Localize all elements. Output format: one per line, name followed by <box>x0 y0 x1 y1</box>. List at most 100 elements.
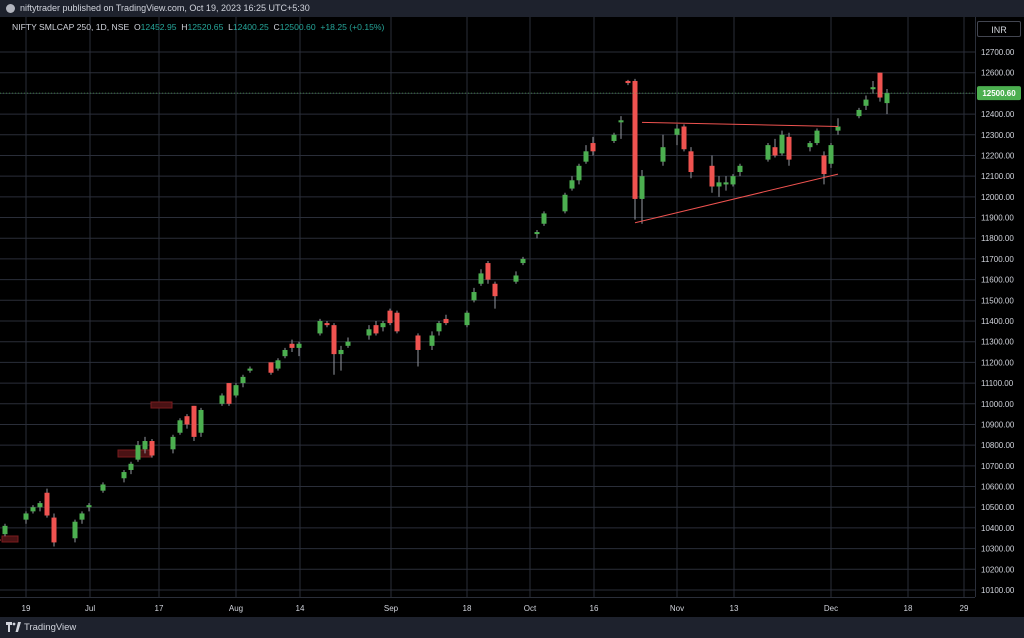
candle-body <box>44 492 50 516</box>
y-tick-label: 11800.00 <box>981 234 1014 243</box>
x-tick-label: 16 <box>590 604 599 613</box>
candle-body <box>569 180 575 189</box>
x-tick-label: 14 <box>296 604 305 613</box>
tradingview-logo-icon <box>6 622 21 632</box>
candle <box>618 116 624 139</box>
candle <box>135 441 141 462</box>
publish-bar: niftytrader published on TradingView.com… <box>0 0 1024 17</box>
candle <box>324 321 330 328</box>
candle <box>779 130 785 156</box>
candle-body <box>772 147 778 156</box>
candle-body <box>807 143 813 148</box>
candle-body <box>436 323 442 332</box>
x-tick-label: Jul <box>85 604 95 613</box>
zone-box <box>150 401 173 409</box>
candle <box>289 339 295 353</box>
candle-body <box>688 151 694 173</box>
x-tick-label: 18 <box>463 604 472 613</box>
candle <box>142 436 148 454</box>
candle <box>464 310 470 328</box>
y-tick-label: 12400.00 <box>981 110 1015 119</box>
candle <box>583 145 589 164</box>
candle <box>625 79 631 86</box>
candle-body <box>198 409 204 433</box>
candle <box>611 132 617 144</box>
x-tick-label: 29 <box>960 604 969 613</box>
y-tick-label: 10400.00 <box>981 524 1015 533</box>
candle-body <box>709 165 715 187</box>
candle-body <box>835 126 841 131</box>
candle <box>877 72 883 102</box>
candle-body <box>296 343 302 348</box>
candle-body <box>786 136 792 160</box>
price-axis[interactable]: 10100.00 10200.00 10300.00 10400.00 10500.00… <box>975 17 1024 597</box>
candle <box>856 107 862 119</box>
candle-body <box>282 349 288 357</box>
trendline <box>634 173 839 224</box>
candle <box>590 136 596 156</box>
candle <box>240 374 246 388</box>
candle-body <box>471 292 477 301</box>
candle-body <box>464 312 470 326</box>
candle <box>366 325 372 340</box>
candle-body <box>30 507 36 512</box>
candle <box>128 461 134 475</box>
candle-body <box>618 120 624 123</box>
price-chart[interactable] <box>0 17 975 597</box>
candle-body <box>128 463 134 470</box>
candle-body <box>219 395 225 404</box>
candle-body <box>821 155 827 175</box>
y-tick-label: 10500.00 <box>981 503 1015 512</box>
candle-body <box>513 275 519 282</box>
candle-body <box>275 360 281 369</box>
candle <box>338 345 344 371</box>
currency-button[interactable]: INR <box>977 21 1021 37</box>
x-tick-label: Dec <box>824 604 838 613</box>
candle-body <box>765 145 771 160</box>
y-tick-label: 10200.00 <box>981 565 1015 574</box>
candle-body <box>247 368 253 371</box>
candle <box>275 358 281 371</box>
candle <box>282 347 288 359</box>
footer-bar: TradingView <box>0 617 1024 638</box>
candle <box>226 383 232 406</box>
candle-body <box>870 87 876 90</box>
x-tick-label: Nov <box>670 604 684 613</box>
candle-body <box>79 513 85 520</box>
user-avatar-icon <box>6 4 15 13</box>
y-tick-label: 10800.00 <box>981 441 1015 450</box>
candle <box>716 176 722 197</box>
candle-body <box>877 72 883 98</box>
zone-box <box>1 535 19 543</box>
candle-body <box>576 165 582 181</box>
x-tick-label: 19 <box>22 604 31 613</box>
candle <box>387 308 393 326</box>
candle-body <box>611 134 617 141</box>
candle <box>331 323 337 375</box>
candle <box>373 321 379 336</box>
y-tick-label: 10300.00 <box>981 545 1015 554</box>
candle <box>86 503 92 512</box>
candle <box>723 176 729 191</box>
candle-body <box>51 517 57 543</box>
time-axis[interactable]: 19 Jul 17 Aug 14 Sep 18 Oct 16 Nov 13 Dec 18 29 <box>0 597 975 618</box>
candle <box>37 501 43 512</box>
candle-body <box>632 80 638 199</box>
candle <box>807 140 813 152</box>
candle-body <box>478 273 484 284</box>
open-label: O <box>133 22 141 32</box>
x-tick-label: 13 <box>730 604 739 613</box>
candle <box>772 138 778 158</box>
candle-body <box>415 335 421 350</box>
y-tick-label: 11300.00 <box>981 338 1014 347</box>
footer-brand: TradingView <box>24 622 77 633</box>
candle <box>513 271 519 284</box>
y-tick-label: 10700.00 <box>981 462 1015 471</box>
candle-body <box>331 325 337 355</box>
y-tick-label: 10600.00 <box>981 483 1015 492</box>
y-tick-label: 10100.00 <box>981 586 1015 595</box>
candle <box>0 539 1 541</box>
symbol-name: NIFTY SMLCAP 250, 1D, NSE <box>12 22 130 32</box>
candle-body <box>240 376 246 384</box>
candle <box>317 318 323 336</box>
